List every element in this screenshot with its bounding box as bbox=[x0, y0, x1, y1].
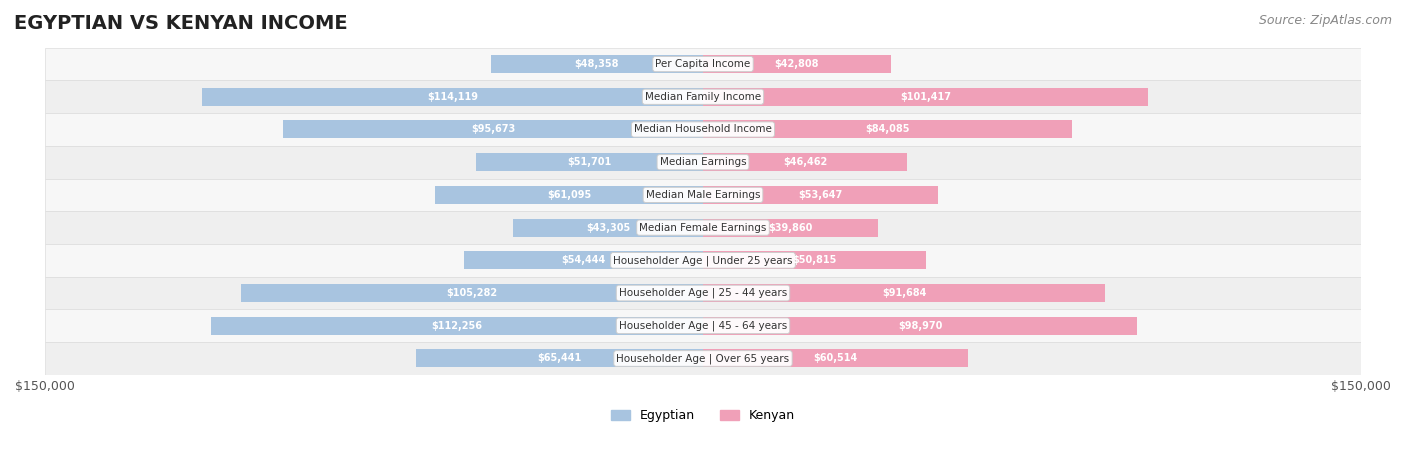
Text: $112,256: $112,256 bbox=[432, 321, 482, 331]
FancyBboxPatch shape bbox=[45, 48, 1361, 80]
Text: $39,860: $39,860 bbox=[768, 223, 813, 233]
Bar bbox=[703, 88, 1147, 106]
FancyBboxPatch shape bbox=[45, 178, 1361, 211]
Text: Householder Age | 45 - 64 years: Householder Age | 45 - 64 years bbox=[619, 320, 787, 331]
FancyBboxPatch shape bbox=[45, 244, 1361, 277]
FancyBboxPatch shape bbox=[45, 146, 1361, 178]
Text: $98,970: $98,970 bbox=[898, 321, 942, 331]
Text: $53,647: $53,647 bbox=[799, 190, 842, 200]
Text: Median Family Income: Median Family Income bbox=[645, 92, 761, 102]
Text: Householder Age | Under 25 years: Householder Age | Under 25 years bbox=[613, 255, 793, 266]
Bar bbox=[703, 55, 891, 73]
Text: Householder Age | 25 - 44 years: Householder Age | 25 - 44 years bbox=[619, 288, 787, 298]
Bar bbox=[703, 317, 1137, 335]
FancyBboxPatch shape bbox=[45, 80, 1361, 113]
Bar bbox=[202, 88, 703, 106]
Text: $50,815: $50,815 bbox=[792, 255, 837, 265]
Text: Median Male Earnings: Median Male Earnings bbox=[645, 190, 761, 200]
Bar bbox=[703, 349, 969, 368]
Text: Householder Age | Over 65 years: Householder Age | Over 65 years bbox=[616, 353, 790, 364]
Bar bbox=[491, 55, 703, 73]
Bar bbox=[416, 349, 703, 368]
Bar bbox=[283, 120, 703, 139]
Text: $95,673: $95,673 bbox=[471, 125, 515, 134]
Bar bbox=[434, 186, 703, 204]
Bar bbox=[703, 120, 1071, 139]
Bar bbox=[703, 219, 877, 237]
Text: $60,514: $60,514 bbox=[814, 354, 858, 363]
Bar bbox=[240, 284, 703, 302]
Bar bbox=[211, 317, 703, 335]
Bar bbox=[703, 186, 938, 204]
FancyBboxPatch shape bbox=[45, 277, 1361, 310]
Legend: Egyptian, Kenyan: Egyptian, Kenyan bbox=[606, 404, 800, 427]
Text: $51,701: $51,701 bbox=[568, 157, 612, 167]
Bar bbox=[703, 153, 907, 171]
FancyBboxPatch shape bbox=[45, 113, 1361, 146]
Text: $101,417: $101,417 bbox=[900, 92, 950, 102]
Text: $91,684: $91,684 bbox=[882, 288, 927, 298]
Text: $42,808: $42,808 bbox=[775, 59, 820, 69]
Text: $105,282: $105,282 bbox=[447, 288, 498, 298]
Text: Median Female Earnings: Median Female Earnings bbox=[640, 223, 766, 233]
Text: Per Capita Income: Per Capita Income bbox=[655, 59, 751, 69]
Text: $114,119: $114,119 bbox=[427, 92, 478, 102]
FancyBboxPatch shape bbox=[45, 211, 1361, 244]
Text: $84,085: $84,085 bbox=[865, 125, 910, 134]
FancyBboxPatch shape bbox=[45, 342, 1361, 375]
Bar bbox=[464, 251, 703, 269]
Text: Median Earnings: Median Earnings bbox=[659, 157, 747, 167]
Text: Median Household Income: Median Household Income bbox=[634, 125, 772, 134]
Text: $46,462: $46,462 bbox=[783, 157, 827, 167]
FancyBboxPatch shape bbox=[45, 310, 1361, 342]
Text: $48,358: $48,358 bbox=[575, 59, 619, 69]
Text: $61,095: $61,095 bbox=[547, 190, 591, 200]
Text: $54,444: $54,444 bbox=[561, 255, 606, 265]
Text: EGYPTIAN VS KENYAN INCOME: EGYPTIAN VS KENYAN INCOME bbox=[14, 14, 347, 33]
Bar bbox=[703, 251, 927, 269]
Text: Source: ZipAtlas.com: Source: ZipAtlas.com bbox=[1258, 14, 1392, 27]
Text: $65,441: $65,441 bbox=[537, 354, 582, 363]
Bar bbox=[513, 219, 703, 237]
Bar bbox=[477, 153, 703, 171]
Bar bbox=[703, 284, 1105, 302]
Text: $43,305: $43,305 bbox=[586, 223, 630, 233]
